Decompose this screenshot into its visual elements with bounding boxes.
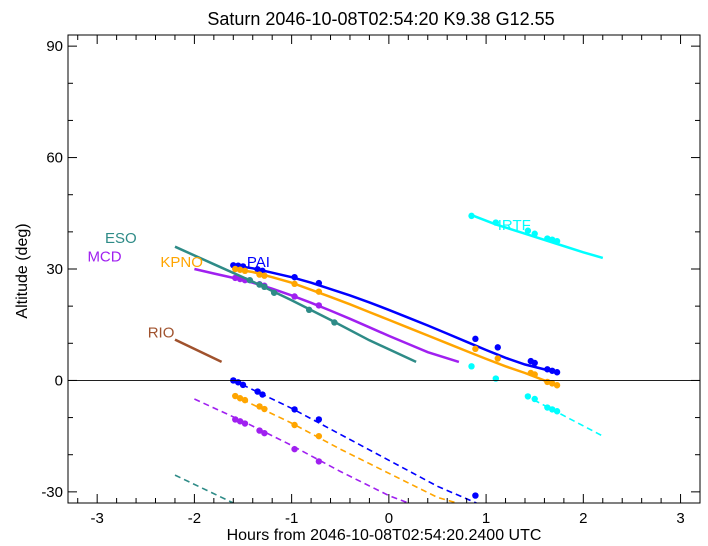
y-tick-label: 60	[46, 150, 63, 167]
series-eso-line	[174, 245, 417, 364]
series-pai-point	[549, 367, 556, 374]
y-tick-label: 90	[46, 38, 63, 55]
series-pai-dashed-point	[472, 492, 479, 499]
series-pai-dashed-point	[259, 391, 266, 398]
series-kpno-dashed-point	[291, 421, 298, 429]
series-pai-dashed-point	[254, 388, 261, 395]
x-tick-label: 2	[579, 510, 587, 527]
series-kpno-point	[232, 265, 239, 273]
series-irtf-point	[492, 219, 500, 226]
chart-title: Saturn 2046-10-08T02:54:20 K9.38 G12.55	[207, 9, 554, 29]
series-irtf-dashed-point	[549, 406, 556, 413]
series-pai-point	[494, 344, 501, 351]
series-irtf-point	[544, 235, 551, 242]
series-label-eso: ESO	[105, 230, 137, 247]
series-mcd-point	[315, 302, 323, 309]
series-eso-point	[305, 306, 313, 314]
series-mcd-dashed-point	[256, 427, 263, 434]
series-pai-point	[553, 369, 561, 376]
y-tick-label: 30	[46, 261, 63, 278]
series-mcd-point	[291, 293, 298, 300]
series-kpno-point	[531, 371, 538, 378]
series-mcd-dashed-point	[241, 420, 249, 427]
series-eso-dashed-line	[174, 474, 234, 503]
series-kpno-point	[261, 272, 268, 279]
series-pai-point	[531, 359, 538, 367]
series-pai-point	[291, 273, 298, 281]
series-kpno-dashed-point	[236, 395, 244, 402]
series-irtf-dashed-point	[553, 408, 561, 415]
series-irtf-dashed-point	[544, 404, 551, 411]
series-eso-point	[256, 281, 263, 288]
series-kpno-point	[315, 288, 323, 295]
series-pai-point	[472, 335, 479, 343]
series-pai-dashed-point	[291, 406, 298, 413]
series-kpno-point	[494, 355, 501, 362]
series-irtf-point	[549, 236, 556, 243]
series-eso-point	[261, 283, 268, 291]
series-kpno-point	[256, 271, 263, 278]
series-kpno-dashed-point	[256, 403, 263, 410]
series-eso-point	[331, 319, 338, 326]
y-axis-label: Altitude (deg)	[14, 223, 31, 318]
series-pai-point	[315, 279, 323, 287]
series-mcd-dashed-point	[291, 445, 298, 453]
series-mcd-line	[194, 267, 460, 364]
series-pai-point	[254, 266, 261, 273]
series-irtf-point	[553, 237, 561, 245]
series-kpno-line	[233, 267, 560, 388]
series-kpno-point	[472, 345, 479, 353]
series-irtf-point	[524, 227, 532, 234]
series-kpno-dashed-point	[232, 392, 239, 400]
series-mcd-dashed-point	[232, 416, 239, 423]
series-pai-dashed-line	[232, 379, 477, 503]
series-kpno-point	[236, 266, 244, 273]
x-tick-label: -1	[285, 510, 298, 527]
series-irtf-dashed-point	[468, 363, 475, 370]
series-irtf-dashed-line	[524, 394, 604, 437]
series-rio-line	[174, 338, 223, 364]
series-mcd-point	[232, 274, 239, 282]
series-kpno-point	[291, 280, 298, 288]
series-label-pai: PAI	[247, 254, 270, 271]
y-tick-label: 0	[55, 372, 63, 389]
series-pai-dashed-point	[239, 381, 247, 389]
series-mcd-dashed-point	[261, 429, 268, 437]
series-kpno-point	[549, 380, 556, 387]
series-pai-dashed-point	[315, 416, 323, 423]
series-kpno-dashed-point	[241, 396, 249, 404]
x-tick-label: 0	[385, 510, 393, 527]
x-tick-label: 3	[676, 510, 684, 527]
series-layer	[174, 212, 604, 503]
x-tick-label: 1	[482, 510, 490, 527]
x-tick-label: -2	[188, 510, 201, 527]
series-label-mcd: MCD	[87, 249, 121, 266]
series-irtf-point	[468, 212, 475, 220]
series-mcd-dashed-point	[236, 418, 244, 425]
series-kpno-dashed-point	[315, 432, 323, 440]
x-tick-label: -3	[90, 510, 103, 527]
series-kpno-dashed-point	[261, 405, 268, 413]
series-kpno-dashed-line	[232, 394, 458, 503]
series-irtf-dashed-point	[524, 393, 532, 400]
series-label-irtf: IRTF	[498, 217, 531, 234]
series-eso-point	[246, 276, 254, 284]
x-axis-label: Hours from 2046-10-08T02:54:20.2400 UTC	[227, 527, 542, 544]
axes-layer: -3 -2 -1 0 1 2 3 -30 0 30 60 90	[41, 34, 701, 527]
series-kpno-point	[553, 382, 561, 389]
series-irtf-dashed-point	[531, 395, 538, 403]
series-pai-point	[544, 366, 551, 373]
series-mcd-dashed-line	[194, 398, 409, 503]
series-eso-point	[270, 289, 278, 296]
series-mcd-dashed-point	[315, 458, 323, 465]
series-pai-line	[233, 264, 560, 375]
series-label-rio: RIO	[148, 325, 175, 342]
series-label-kpno: KPNO	[160, 254, 203, 271]
series-irtf-line	[471, 213, 604, 260]
series-kpno-point	[241, 267, 249, 275]
y-tick-label: -30	[41, 484, 63, 501]
labels-layer: PAI KPNO MCD ESO IRTF RIO	[87, 217, 530, 342]
series-irtf-point	[531, 230, 538, 237]
